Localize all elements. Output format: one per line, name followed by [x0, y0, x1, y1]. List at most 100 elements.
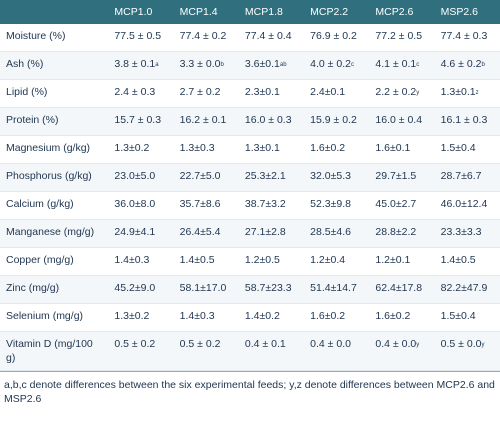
cell-value: 1.5±0.4: [440, 142, 476, 154]
value-cell: 24.9±4.1: [108, 219, 174, 248]
cell-value: 0.5 ± 0.0: [440, 338, 482, 350]
value-cell: 0.4 ± 0.0: [304, 331, 370, 371]
value-cell: 62.4±17.8: [369, 275, 435, 304]
cell-value: 1.2±0.1: [375, 254, 411, 266]
data-table: MCP1.0 MCP1.4 MCP1.8 MCP2.2 MCP2.6 MSP2.6 Moi…: [0, 0, 500, 371]
cell-value: 2.4±0.1: [310, 86, 346, 98]
cell-value: 38.7±3.2: [244, 198, 286, 210]
row-label: Manganese (mg/g): [0, 219, 109, 248]
value-cell: 3.3 ± 0.0b: [173, 51, 239, 80]
cell-value: 1.3±0.3: [179, 142, 215, 154]
table-row: Zinc (mg/g) 45.2±9.0 58.1±17.0 58.7±23.3 51.…: [0, 275, 500, 304]
value-cell: 15.7 ± 0.3: [108, 107, 174, 136]
cell-value: 3.3 ± 0.0: [179, 58, 221, 70]
cell-value: 32.0±5.3: [310, 170, 351, 182]
row-label: Moisture (%): [0, 24, 109, 52]
significance-mark: b: [220, 62, 224, 68]
value-cell: 3.6±0.1ab: [238, 51, 305, 80]
value-cell: 51.4±14.7: [304, 275, 370, 304]
header-row: MCP1.0 MCP1.4 MCP1.8 MCP2.2 MCP2.6 MSP2.6: [0, 0, 500, 24]
cell-value: 16.0 ± 0.3: [244, 114, 292, 126]
cell-value: 58.1±17.0: [179, 282, 227, 294]
value-cell: 1.2±0.1: [369, 247, 435, 276]
cell-value: 1.2±0.5: [244, 254, 280, 266]
row-label: Copper (mg/g): [0, 247, 109, 276]
significance-mark: b: [481, 62, 485, 68]
row-label: Zinc (mg/g): [0, 275, 109, 304]
value-cell: 1.5±0.4: [434, 303, 500, 332]
cell-value: 1.2±0.4: [310, 254, 346, 266]
cell-value: 0.4 ± 0.1: [244, 338, 286, 350]
cell-value: 28.8±2.2: [375, 226, 417, 238]
value-cell: 76.9 ± 0.2: [304, 24, 370, 52]
value-cell: 52.3±9.8: [304, 191, 370, 220]
cell-value: 0.5 ± 0.2: [114, 338, 156, 350]
value-cell: 1.6±0.1: [369, 135, 435, 164]
cell-value: 45.2±9.0: [114, 282, 156, 294]
value-cell: 82.2±47.9: [434, 275, 500, 304]
value-cell: 15.9 ± 0.2: [304, 107, 370, 136]
cell-value: 1.6±0.2: [310, 142, 346, 154]
value-cell: 2.2 ± 0.2y: [369, 79, 435, 108]
value-cell: 1.2±0.4: [304, 247, 370, 276]
cell-value: 52.3±9.8: [310, 198, 351, 210]
cell-value: 22.7±5.0: [179, 170, 221, 182]
value-cell: 1.4±0.3: [108, 247, 174, 276]
value-cell: 4.1 ± 0.1c: [369, 51, 435, 80]
cell-value: 36.0±8.0: [114, 198, 156, 210]
cell-value: 77.4 ± 0.4: [244, 30, 292, 42]
row-label: Magnesium (g/kg): [0, 135, 109, 164]
value-cell: 4.0 ± 0.2c: [304, 51, 370, 80]
cell-value: 28.5±4.6: [310, 226, 351, 238]
cell-value: 46.0±12.4: [440, 198, 488, 210]
value-cell: 38.7±3.2: [238, 191, 305, 220]
value-cell: 1.4±0.5: [173, 247, 239, 276]
value-cell: 1.3±0.2: [108, 135, 174, 164]
significance-mark: y: [416, 342, 420, 348]
cell-value: 4.1 ± 0.1: [375, 58, 417, 70]
column-header: MCP2.6: [369, 0, 435, 24]
value-cell: 0.4 ± 0.1: [238, 331, 305, 371]
value-cell: 77.5 ± 0.5: [108, 24, 174, 52]
cell-value: 1.3±0.2: [114, 142, 150, 154]
value-cell: 1.6±0.2: [369, 303, 435, 332]
cell-value: 27.1±2.8: [244, 226, 286, 238]
cell-value: 1.4±0.5: [440, 254, 476, 266]
cell-value: 28.7±6.7: [440, 170, 482, 182]
cell-value: 77.4 ± 0.3: [440, 30, 488, 42]
value-cell: 0.5 ± 0.2: [173, 331, 239, 371]
value-cell: 22.7±5.0: [173, 163, 239, 192]
value-cell: 26.4±5.4: [173, 219, 239, 248]
table-row: Moisture (%) 77.5 ± 0.5 77.4 ± 0.2 77.4 ± 0…: [0, 24, 500, 52]
value-cell: 45.2±9.0: [108, 275, 174, 304]
value-cell: 0.5 ± 0.2: [108, 331, 174, 371]
cell-value: 58.7±23.3: [244, 282, 292, 294]
cell-value: 45.0±2.7: [375, 198, 417, 210]
cell-value: 25.3±2.1: [244, 170, 286, 182]
significance-mark: z: [475, 90, 479, 96]
column-header: MCP2.2: [304, 0, 370, 24]
value-cell: 77.4 ± 0.4: [238, 24, 305, 52]
value-cell: 36.0±8.0: [108, 191, 174, 220]
cell-value: 77.4 ± 0.2: [179, 30, 227, 42]
cell-value: 4.6 ± 0.2: [440, 58, 482, 70]
cell-value: 16.0 ± 0.4: [375, 114, 423, 126]
table-row: Vitamin D (mg/100 g) 0.5 ± 0.2 0.5 ± 0.2 0.…: [0, 331, 500, 371]
cell-value: 35.7±8.6: [179, 198, 221, 210]
cell-value: 1.4±0.5: [179, 254, 215, 266]
value-cell: 2.7 ± 0.2: [173, 79, 239, 108]
cell-value: 77.2 ± 0.5: [375, 30, 423, 42]
cell-value: 1.4±0.3: [114, 254, 150, 266]
cell-value: 1.5±0.4: [440, 310, 476, 322]
value-cell: 1.3±0.2: [108, 303, 174, 332]
row-label: Phosphorus (g/kg): [0, 163, 109, 192]
cell-value: 2.4 ± 0.3: [114, 86, 156, 98]
value-cell: 1.6±0.2: [304, 135, 370, 164]
value-cell: 28.7±6.7: [434, 163, 500, 192]
value-cell: 58.7±23.3: [238, 275, 305, 304]
corner-cell: [0, 0, 109, 24]
cell-value: 77.5 ± 0.5: [114, 30, 162, 42]
table-row: Ash (%) 3.8 ± 0.1a 3.3 ± 0.0b 3.6±0.1ab 4.0 …: [0, 51, 500, 80]
cell-value: 4.0 ± 0.2: [310, 58, 351, 70]
